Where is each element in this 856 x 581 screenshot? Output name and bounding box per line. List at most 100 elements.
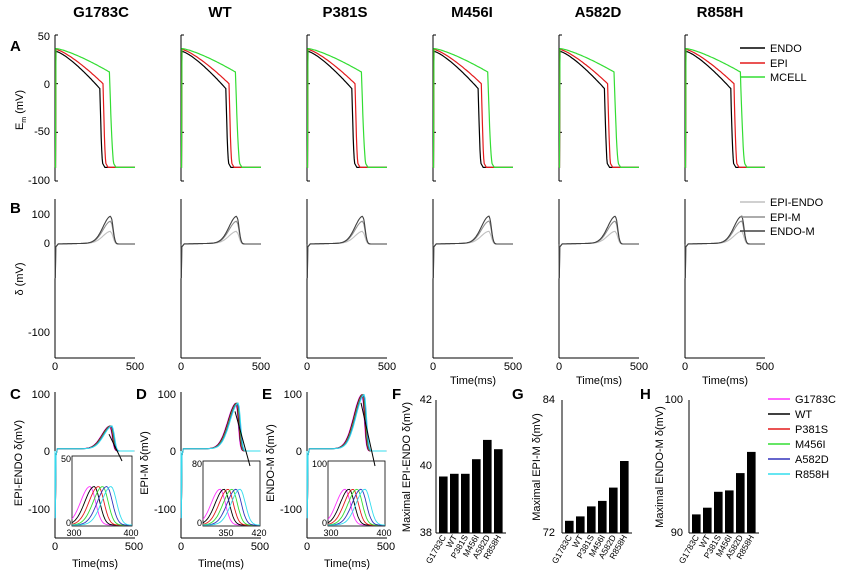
x-tick-label: 0	[178, 361, 184, 373]
y-tick-label: 50	[38, 31, 50, 43]
bar-m456i	[472, 459, 481, 533]
inset-arrow	[360, 402, 376, 467]
x-tick-label: 500	[126, 361, 144, 373]
legend-label-a582d: A582D	[795, 454, 829, 466]
legend-label-wt: WT	[795, 409, 812, 421]
x-tick-label: 0	[430, 361, 436, 373]
y-tick-label: 100	[665, 394, 683, 406]
inset-x-tick: 350	[218, 528, 233, 538]
legend-label-epi-endo: EPI-ENDO	[770, 197, 824, 209]
panel-label-c: C	[10, 386, 21, 403]
bar-g-y-label: Maximal EPI-M δ(mV)	[531, 413, 543, 521]
row-a-action-potentials	[54, 34, 765, 182]
inset-trace-m456i	[202, 488, 260, 526]
bar-p381s	[587, 506, 596, 533]
x-tick-label: 0	[52, 541, 58, 553]
overlay-trace-r858h	[306, 393, 387, 519]
legend-label-epi: EPI	[770, 58, 788, 70]
row-a-y-label: Em (mV)	[14, 90, 28, 130]
legend-label-endo: ENDO	[770, 43, 802, 55]
bar-r858h	[747, 451, 756, 533]
x-axis-label: Time(ms)	[450, 375, 496, 387]
overlay-trace-r858h	[180, 402, 261, 519]
row-a-y-axis: 50 0 -50 -100 Em (mV)	[14, 31, 50, 187]
delta-trace-epi-endo	[684, 230, 765, 279]
legend-variants: G1783C WT P381S M456I A582D R858H	[768, 394, 836, 481]
x-tick-label: 500	[756, 361, 774, 373]
ap-trace-mcell	[684, 47, 765, 168]
ap-trace-endo	[180, 50, 261, 168]
x-tick-label: 500	[378, 361, 396, 373]
x-tick-label: 0	[304, 361, 310, 373]
inset-trace-r858h	[328, 488, 386, 526]
panel-label-h: H	[640, 386, 651, 403]
column-title: M456I	[451, 4, 493, 21]
delta-trace-endo-m	[558, 215, 639, 279]
inset-x-tick: 400	[376, 528, 391, 538]
panel-label-a: A	[10, 38, 21, 55]
bar-a582d	[609, 487, 618, 533]
panel-d-y-label: EPI-M δ(mV)	[139, 431, 151, 495]
overlay-trace-r858h	[54, 425, 135, 519]
column-title: G1783C	[73, 4, 129, 21]
y-tick-label: 40	[420, 460, 432, 472]
ap-trace-mcell	[558, 47, 639, 168]
bar-p381s	[714, 491, 723, 533]
x-tick-label: 500	[125, 541, 143, 553]
delta-trace-epi-m	[432, 220, 513, 279]
x-tick-label: 500	[252, 361, 270, 373]
y-tick-label: 0	[44, 238, 50, 250]
ap-trace-epi	[432, 49, 513, 168]
panel-c-x-label: Time(ms)	[72, 558, 118, 570]
panel-e-y-label: ENDO-M δ(mV)	[265, 424, 277, 502]
inset-trace-m456i	[327, 488, 385, 526]
panel-label-b: B	[10, 200, 21, 217]
panel-label-d: D	[136, 386, 147, 403]
panel-d-text: 100 0 -100 EPI-M δ(mV) 0 500 Time(ms)	[139, 389, 269, 570]
y-tick-label: 90	[671, 527, 683, 539]
ap-trace-mcell	[306, 47, 387, 168]
x-tick-label: 500	[251, 541, 269, 553]
inset-y-tick: 50	[61, 454, 71, 464]
y-tick-label: 72	[543, 527, 555, 539]
y-tick-label: -50	[34, 126, 50, 138]
bar-g1783c	[692, 514, 701, 533]
delta-trace-epi-endo	[54, 230, 135, 279]
ap-trace-epi	[684, 49, 765, 168]
bar-a582d	[736, 473, 745, 533]
y-tick-label: 100	[158, 389, 176, 401]
delta-trace-endo-m	[306, 215, 387, 279]
inset-y-tick: 0	[197, 518, 202, 528]
inset-trace-a582d	[202, 488, 260, 526]
bar-axis-text: 42 40 38 Maximal EPI-ENDO δ(mV) 84 72 Ma…	[401, 394, 683, 539]
row-b-y-label: δ (mV)	[14, 262, 26, 295]
legend-label-mcell: MCELL	[770, 72, 807, 84]
legend-label-m456i: M456I	[795, 439, 826, 451]
delta-trace-endo-m	[684, 215, 765, 279]
column-title: R858H	[697, 4, 744, 21]
legend-row-a: ENDO EPI MCELL	[740, 43, 807, 84]
legend-label-endo-m: ENDO-M	[770, 226, 815, 238]
x-tick-label: 0	[556, 361, 562, 373]
x-tick-label: 500	[630, 361, 648, 373]
bar-g1783c	[439, 476, 448, 533]
x-axis-label: Time(ms)	[576, 375, 622, 387]
y-tick-label: 0	[44, 446, 50, 458]
legend-row-b: EPI-ENDO EPI-M ENDO-M	[740, 197, 824, 238]
y-tick-label: 0	[44, 79, 50, 91]
bar-m456i	[598, 500, 607, 533]
legend-label-r858h: R858H	[795, 469, 829, 481]
delta-trace-endo-m	[432, 215, 513, 279]
panel-c-y-label: EPI-ENDO δ(mV)	[13, 420, 25, 506]
panel-label-f: F	[392, 386, 401, 403]
inset-arrow	[234, 411, 251, 467]
inset-x-tick: 420	[251, 528, 266, 538]
delta-trace-epi-m	[180, 220, 261, 279]
y-tick-label: -100	[280, 504, 302, 516]
bar-wt	[576, 516, 585, 533]
ap-trace-mcell	[180, 47, 261, 168]
bar-f-y-label: Maximal EPI-ENDO δ(mV)	[401, 402, 413, 532]
delta-trace-epi-endo	[558, 230, 639, 279]
ap-trace-endo	[306, 50, 387, 168]
